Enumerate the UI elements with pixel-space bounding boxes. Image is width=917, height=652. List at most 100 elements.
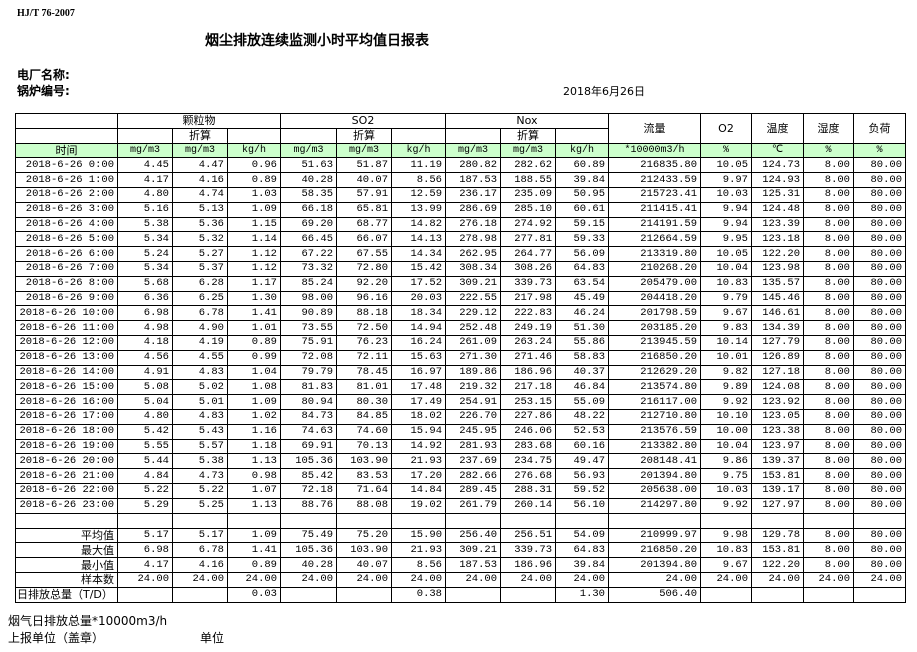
value-cell: 14.13 — [391, 231, 446, 248]
value-cell: 39.84 — [555, 172, 609, 188]
table-row: 2018-6-26 21:00 4.84 4.73 0.98 85.42 83.53 17.… — [15, 468, 906, 484]
value-cell: 123.97 — [751, 438, 804, 455]
value-cell: 73.32 — [280, 260, 337, 277]
value-cell: 8.00 — [803, 423, 854, 440]
value-cell: 123.39 — [751, 216, 804, 233]
value-cell: 80.00 — [853, 157, 906, 174]
value-cell: 1.12 — [227, 246, 281, 262]
value-cell: 8.56 — [391, 172, 446, 188]
time-cell: 2018-6-26 0:00 — [15, 157, 118, 174]
time-cell: 2018-6-26 2:00 — [15, 186, 118, 203]
value-cell: 46.24 — [555, 305, 609, 322]
value-cell: 10.01 — [700, 349, 752, 366]
value-cell: 70.13 — [336, 438, 392, 455]
table-row: 2018-6-26 15:00 5.08 5.02 1.08 81.83 81.01 17.… — [15, 379, 906, 396]
stats-value: 8.00 — [803, 527, 854, 544]
value-cell: 8.00 — [803, 305, 854, 322]
value-cell: 80.30 — [336, 394, 392, 410]
header-blank — [117, 127, 173, 144]
stats-value: 24.00 — [803, 571, 854, 588]
value-cell: 10.04 — [700, 260, 752, 277]
stats-value: 24.00 — [227, 571, 281, 588]
stats-value: 80.00 — [853, 527, 906, 544]
value-cell: 4.56 — [117, 349, 173, 366]
value-cell: 139.37 — [751, 453, 804, 470]
value-cell: 4.17 — [117, 172, 173, 188]
value-cell: 5.36 — [172, 216, 228, 233]
empty-cell — [608, 512, 701, 529]
value-cell: 124.48 — [751, 201, 804, 218]
table-row: 2018-6-26 2:00 4.80 4.74 1.03 58.35 57.91 12.5… — [15, 186, 906, 203]
stats-value: 5.17 — [172, 527, 228, 544]
stats-value: 187.53 — [445, 557, 501, 573]
value-cell: 124.73 — [751, 157, 804, 174]
value-cell: 55.09 — [555, 394, 609, 410]
time-cell: 2018-6-26 7:00 — [15, 260, 118, 277]
value-cell: 80.00 — [853, 423, 906, 440]
boiler-number-label: 锅炉编号: — [17, 84, 70, 98]
value-cell: 5.34 — [117, 231, 173, 248]
unit-row: 时间 mg/m3 mg/m3 kg/h mg/m3 mg/m3 kg/h mg/m3 mg/m… — [15, 142, 906, 159]
stats-value: 40.28 — [280, 557, 337, 573]
value-cell: 280.82 — [445, 157, 501, 174]
value-cell: 72.80 — [336, 260, 392, 277]
value-cell: 10.03 — [700, 186, 752, 203]
value-cell: 84.85 — [336, 408, 392, 425]
stats-value: 8.00 — [803, 557, 854, 573]
stats-value: 24.00 — [280, 571, 337, 588]
table-row: 2018-6-26 17:00 4.80 4.83 1.02 84.73 84.85 18.… — [15, 408, 906, 425]
unit-cell: mg/m3 — [117, 142, 173, 159]
time-cell: 2018-6-26 1:00 — [15, 172, 118, 188]
value-cell: 80.00 — [853, 394, 906, 410]
stats-value: 54.09 — [555, 527, 609, 544]
value-cell: 6.98 — [117, 305, 173, 322]
table-row: 2018-6-26 5:00 5.34 5.32 1.14 66.45 66.07 14.1… — [15, 231, 906, 248]
value-cell: 9.94 — [700, 216, 752, 233]
value-cell: 253.15 — [500, 394, 556, 410]
stats-value: 10.83 — [700, 542, 752, 559]
value-cell: 51.63 — [280, 157, 337, 174]
value-cell: 8.00 — [803, 482, 854, 499]
value-cell: 67.55 — [336, 246, 392, 262]
stats-value — [803, 586, 854, 603]
value-cell: 0.98 — [227, 468, 281, 484]
value-cell: 8.00 — [803, 379, 854, 396]
stats-value — [700, 586, 752, 603]
stats-row: 样本数 24.00 24.00 24.00 24.00 24.00 24.00 24.00 24… — [15, 571, 906, 588]
empty-cell — [500, 512, 556, 529]
value-cell: 52.53 — [555, 423, 609, 440]
header-so2: SO2 — [280, 113, 446, 129]
value-cell: 15.94 — [391, 423, 446, 440]
value-cell: 10.05 — [700, 246, 752, 262]
value-cell: 15.63 — [391, 349, 446, 366]
value-cell: 8.00 — [803, 172, 854, 188]
value-cell: 278.98 — [445, 231, 501, 248]
value-cell: 288.31 — [500, 482, 556, 499]
value-cell: 203185.20 — [608, 320, 701, 336]
value-cell: 0.96 — [227, 157, 281, 174]
stats-value — [445, 586, 501, 603]
value-cell: 271.30 — [445, 349, 501, 366]
stats-value: 24.00 — [117, 571, 173, 588]
value-cell: 276.18 — [445, 216, 501, 233]
stats-value: 24.00 — [751, 571, 804, 588]
value-cell: 308.34 — [445, 260, 501, 277]
stats-body: 平均值 5.17 5.17 1.09 75.49 75.20 15.90 256.40 256.… — [15, 512, 906, 603]
time-cell: 2018-6-26 10:00 — [15, 305, 118, 322]
value-cell: 64.83 — [555, 260, 609, 277]
value-cell: 126.89 — [751, 349, 804, 366]
value-cell: 217.18 — [500, 379, 556, 396]
value-cell: 10.00 — [700, 423, 752, 440]
value-cell: 83.53 — [336, 468, 392, 484]
value-cell: 18.34 — [391, 305, 446, 322]
unit-cell: kg/h — [391, 142, 446, 159]
stats-value: 339.73 — [500, 542, 556, 559]
value-cell: 213319.80 — [608, 246, 701, 262]
stats-value: 186.96 — [500, 557, 556, 573]
value-cell: 80.00 — [853, 453, 906, 470]
value-cell: 65.81 — [336, 201, 392, 218]
value-cell: 6.25 — [172, 290, 228, 307]
table-row: 2018-6-26 6:00 5.24 5.27 1.12 67.22 67.55 14.3… — [15, 246, 906, 262]
stats-value: 6.78 — [172, 542, 228, 559]
value-cell: 214191.59 — [608, 216, 701, 233]
